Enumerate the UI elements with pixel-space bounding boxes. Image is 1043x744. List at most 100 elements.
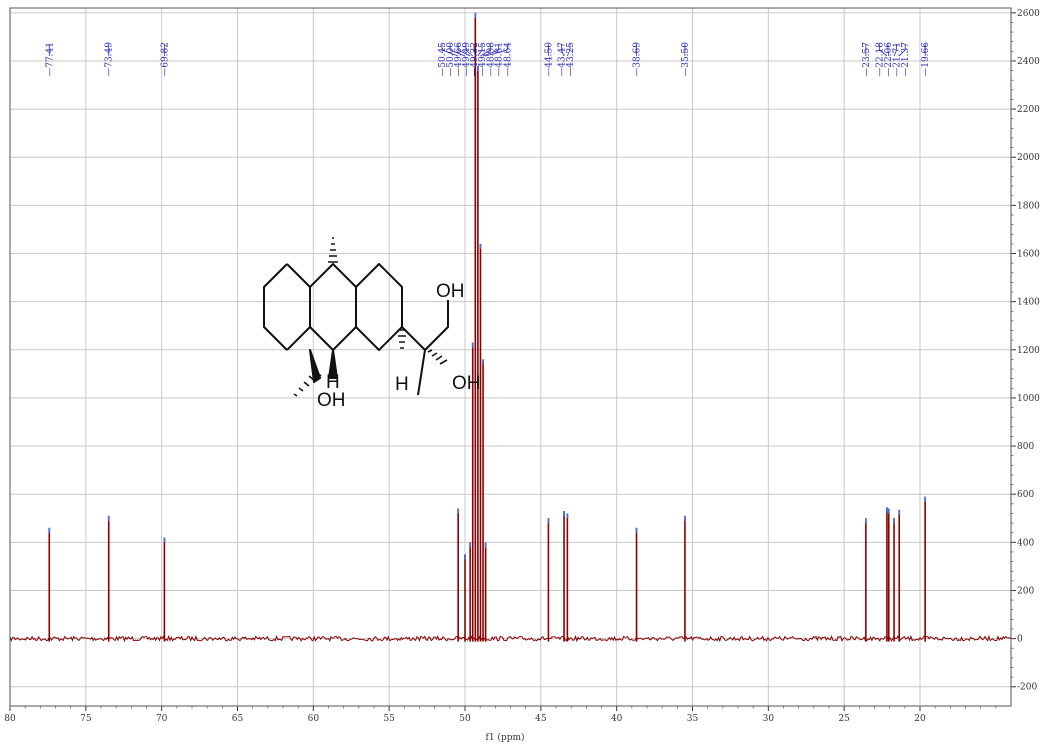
peak-label-8: —49.15 [477,42,488,77]
peak-label-text-0: —77.41 [45,42,55,77]
peak-label-text-22: —19.66 [921,42,931,77]
peak-label-4: —50.00 [446,42,466,77]
grid-lines [9,8,1011,706]
peak-label-leader [567,49,571,57]
x-tick-label-0: 80 [4,714,16,724]
peak-label-leader [473,49,476,57]
peak-label-2: —69.82 [160,42,170,77]
peak-label-text-21: —21.37 [901,42,911,77]
peak-label-leader [441,49,459,57]
left-ring [309,263,357,351]
structure-label-oh-top: OH [436,281,465,302]
peak-label-14: —43.25 [566,42,576,77]
side-chain [401,300,449,351]
x-tick-label-1: 75 [80,714,92,724]
plot-border [9,7,1012,707]
peak-label-leader [457,49,471,57]
peak-label-15: —38.69 [633,42,643,77]
peak-label-0: —77.41 [45,42,55,77]
peak-label-text-8: —49.15 [478,42,488,77]
peak-label-text-12: —44.50 [544,42,554,77]
peak-label-leader [561,49,565,57]
peak-label-text-17: —23.57 [862,42,872,77]
structure-label-oh-mid: OH [452,373,481,394]
x-tick-label-5: 55 [383,714,395,724]
peak-label-text-15: —38.69 [633,42,643,77]
methyl-bottom [417,349,426,396]
hashed-oh-right [427,349,448,365]
x-tick-label-12: 20 [914,714,926,724]
y-tick-label-0: 2600 [1017,9,1040,19]
structure-label-h-left: H [326,372,340,393]
peak-label-1: —73.49 [105,42,115,77]
y-tick-label-9: 800 [1017,442,1034,452]
hashed-h-right [398,329,406,349]
peak-label-text-18: —22.18 [875,42,885,77]
peak-label-text-11: —48.64 [503,42,513,77]
y-tick-label-7: 1200 [1017,346,1040,356]
peak-label-21: —21.37 [898,42,911,77]
peak-label-text-16: —35.50 [681,42,691,77]
peak-label-7: —49.32 [470,42,480,77]
peak-label-leader [465,49,474,57]
peak-label-text-3: —50.45 [438,42,448,77]
peak-label-16: —35.50 [681,42,691,77]
peak-label-18: —22.18 [875,42,888,77]
peak-label-3: —50.45 [438,42,459,77]
y-tick-label-5: 1600 [1017,250,1040,260]
peak-label-leader [482,49,499,57]
y-tick-label-3: 2000 [1017,153,1040,163]
right-ring-path [355,263,403,351]
y-axis-ticks: 2600 2400 2200 2000 1800 1600 1400 1200 1000 800 6… [1011,9,1040,693]
wedge-oh-left [309,349,321,383]
baseline-noise [9,634,1012,643]
peak-label-text-7: —49.32 [470,42,480,77]
x-tick-label-8: 40 [611,714,623,724]
y-tick-label-13: 0 [1017,635,1023,645]
spectrum-peaks [48,12,927,642]
hashed-left-methyl [293,369,322,397]
peak-label-text-5: —49.66 [454,42,464,77]
y-tick-label-8: 1000 [1017,394,1040,404]
peak-label-9: —48.98 [480,42,496,77]
peak-label-text-4: —50.00 [446,42,456,77]
x-axis-label: f1 (ppm) [486,732,525,743]
x-tick-label-11: 25 [838,714,850,724]
peak-label-text-13: —43.47 [557,42,567,77]
peak-label-leader [480,49,491,57]
peak-label-text-1: —73.49 [105,42,115,77]
peak-label-leader [449,49,466,57]
peak-label-20: —21.71 [893,42,903,77]
peak-label-6: —49.49 [462,42,474,77]
left-ring-path [263,263,311,351]
peak-label-text-20: —21.71 [893,42,903,77]
peak-label-19: —22.06 [884,42,894,77]
x-tick-label-6: 50 [459,714,471,724]
peak-label-text-2: —69.82 [160,42,170,77]
y-tick-label-14: -200 [1017,683,1037,693]
peak-label-leader [477,49,483,57]
peak-labels: —77.41 —73.49 —69.82 —50.45—50.00—49.66—49.… [45,42,931,77]
spectrum-baseline [9,634,1012,643]
x-tick-label-4: 60 [308,714,320,724]
peak-label-11: —48.64 [485,42,513,77]
x-tick-label-9: 35 [687,714,699,724]
wedge-h-left [328,349,338,379]
peak-label-leader [898,49,906,57]
x-tick-label-7: 45 [535,714,547,724]
structure-label-oh-bottom: OH [317,390,346,411]
x-tick-label-2: 70 [156,714,168,724]
peak-label-13: —43.47 [557,42,567,77]
y-tick-label-1: 2400 [1017,57,1040,67]
structure-label-h-right: H [395,374,409,395]
peak-label-5: —49.66 [454,42,471,77]
peak-label-text-10: —48.81 [495,42,505,77]
plot-frame [9,7,1012,707]
y-tick-label-10: 600 [1017,490,1034,500]
y-tick-label-4: 1800 [1017,201,1040,211]
peak-label-leader [887,49,890,57]
y-tick-label-2: 2200 [1017,105,1040,115]
x-tick-label-3: 65 [232,714,244,724]
y-tick-label-6: 1400 [1017,298,1040,308]
